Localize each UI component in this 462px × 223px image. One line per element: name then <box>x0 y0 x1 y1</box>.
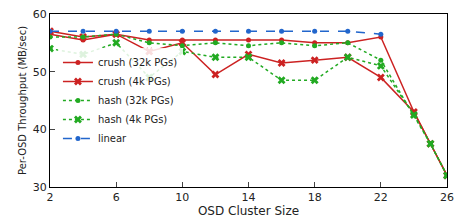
svg-text:30: 30 <box>33 181 47 194</box>
svg-text:26: 26 <box>440 191 454 204</box>
svg-text:14: 14 <box>242 191 256 204</box>
svg-text:crush (32k PGs): crush (32k PGs) <box>98 57 177 68</box>
svg-text:10: 10 <box>175 191 189 204</box>
svg-text:18: 18 <box>308 191 322 204</box>
svg-text:6: 6 <box>113 191 120 204</box>
svg-text:OSD Cluster Size: OSD Cluster Size <box>198 204 299 218</box>
svg-text:hash (32k PGs): hash (32k PGs) <box>98 95 174 106</box>
svg-text:hash (4k PGs): hash (4k PGs) <box>98 114 167 125</box>
svg-text:Per-OSD Throughput (MB/sec): Per-OSD Throughput (MB/sec) <box>17 26 28 175</box>
svg-text:40: 40 <box>33 123 47 136</box>
svg-text:22: 22 <box>374 191 388 204</box>
svg-text:50: 50 <box>33 66 47 79</box>
svg-text:60: 60 <box>33 8 47 21</box>
svg-text:2: 2 <box>47 191 54 204</box>
svg-text:crush (4k PGs): crush (4k PGs) <box>98 76 171 87</box>
svg-text:linear: linear <box>98 133 127 144</box>
